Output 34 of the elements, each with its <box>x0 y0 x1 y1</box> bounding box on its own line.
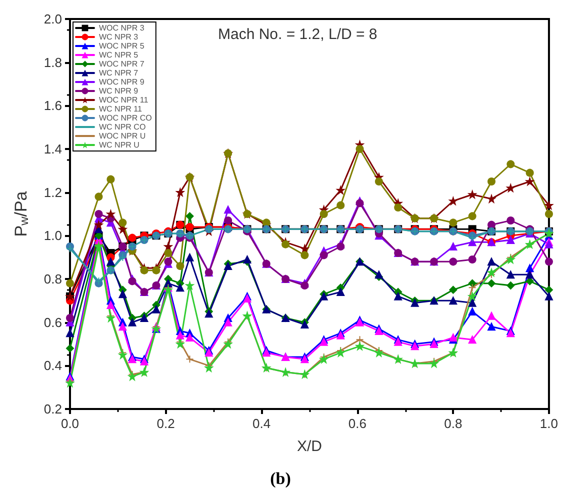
y-tick-label: 0.6 <box>44 314 62 330</box>
legend-label: WOC NPR CO <box>99 114 152 122</box>
legend-label: WOC NPR 9 <box>99 78 145 86</box>
y-tick-label: 0.4 <box>44 358 62 374</box>
y-tick-label: 1.6 <box>44 98 62 114</box>
x-tick-label: 0.6 <box>348 416 366 431</box>
legend-label: WOC NPR 7 <box>99 60 145 68</box>
y-tick-label: 1.4 <box>44 142 62 156</box>
legend-label: WC NPR CO <box>99 122 146 132</box>
y-tick-label: 2.0 <box>44 12 62 26</box>
x-axis-title: X/D <box>296 438 322 455</box>
y-tick-label: 1.8 <box>44 54 62 70</box>
legend-label: WC NPR 7 <box>99 68 139 78</box>
legend-label: WOC NPR 5 <box>99 42 145 50</box>
y-tick-label: 1.0 <box>44 228 62 244</box>
x-tick-label: 1.0 <box>540 416 558 431</box>
annotation: Mach No. = 1.2, L/D = 8 <box>218 26 378 43</box>
x-tick-label: 0.4 <box>252 416 271 431</box>
legend-label: WOC NPR U <box>99 132 146 140</box>
text: (b) <box>270 469 291 488</box>
x-tick-label: 0.2 <box>156 416 175 431</box>
legend-label: WC NPR 11 <box>99 104 143 114</box>
y-tick-label: 0.2 <box>44 402 62 416</box>
legend-label: WC NPR 5 <box>99 50 139 60</box>
y-tick-label: 1.2 <box>44 184 62 200</box>
x-tick-label: 0.0 <box>60 416 80 431</box>
y-axis-title: Pw/Pa <box>12 190 31 237</box>
legend-label: WC NPR 9 <box>99 86 139 96</box>
legend-label: WOC NPR 3 <box>99 24 145 32</box>
legend-label: WC NPR U <box>99 140 140 150</box>
x-tick-label: 0.8 <box>444 416 462 431</box>
legend-label: WOC NPR 11 <box>99 96 149 104</box>
legend-label: WC NPR 3 <box>99 32 139 42</box>
y-tick-label: 0.8 <box>44 272 62 286</box>
